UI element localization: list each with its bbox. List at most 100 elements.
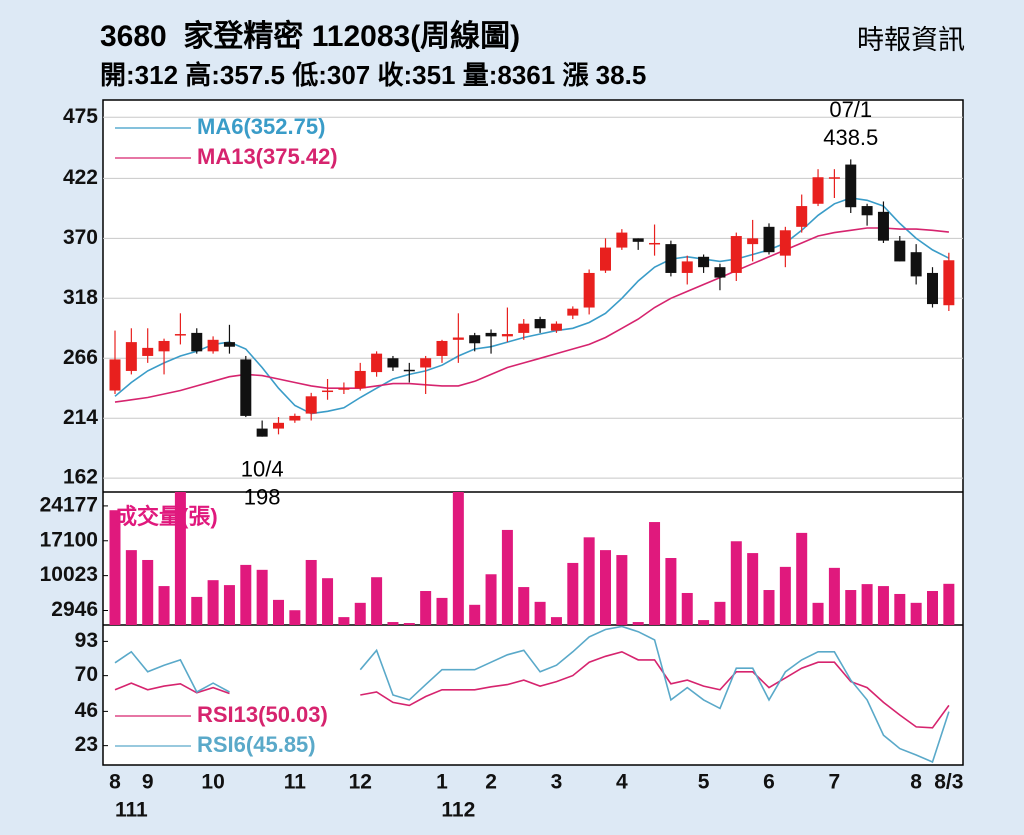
volume-bar: [600, 550, 611, 625]
annotation-value: 438.5: [823, 125, 878, 150]
candle-body: [518, 323, 530, 333]
volume-bar: [338, 617, 350, 625]
volume-bar: [273, 599, 284, 625]
candle-body: [927, 272, 938, 305]
y-tick-label: 93: [75, 629, 98, 652]
volume-bar: [403, 623, 415, 625]
x-tick-label: 8: [910, 771, 922, 794]
volume-bar: [763, 590, 775, 625]
volume-bar: [616, 555, 628, 625]
y-tick-label: 370: [63, 226, 98, 249]
x-tick-label: 7: [829, 771, 841, 794]
candle-body: [207, 339, 219, 352]
panel: [102, 99, 964, 766]
candle-body: [649, 242, 661, 245]
candle-body: [158, 340, 170, 352]
x-tick-label: 3: [551, 771, 563, 794]
title: 3680 家登精密 112083(周線圖): [100, 19, 520, 53]
legend-label: 成交量(張): [115, 504, 218, 529]
volume-bar: [550, 617, 562, 625]
x-tick-label: 1: [436, 771, 448, 794]
y-tick-label: 2946: [51, 598, 98, 621]
candle-body: [910, 252, 922, 277]
volume-bar: [583, 537, 595, 625]
candle-body: [747, 238, 759, 245]
volume-bar: [698, 620, 710, 625]
volume-bar: [387, 622, 399, 625]
y-tick-label: 475: [63, 105, 98, 128]
volume-bar: [109, 510, 121, 625]
volume-bar: [158, 586, 170, 625]
volume-bar: [730, 541, 742, 625]
annotation-date: 07/1: [829, 97, 872, 122]
candle-body: [109, 359, 121, 391]
x-tick-label: 11: [284, 771, 307, 794]
volume-bar: [191, 596, 203, 625]
volume-bar: [861, 584, 873, 625]
candle-body: [420, 358, 432, 368]
candle-body: [387, 358, 399, 368]
volume-bar: [567, 562, 579, 625]
annotation-value: 198: [244, 484, 281, 509]
candle-body: [371, 353, 383, 373]
volume-bar: [371, 577, 383, 625]
candle-body: [779, 230, 791, 256]
candle-body: [403, 369, 415, 372]
candle-body: [240, 359, 252, 416]
candle-body: [567, 308, 579, 316]
volume-bar: [207, 580, 219, 625]
source: 時報資訊: [857, 25, 965, 55]
volume-bar: [485, 574, 497, 625]
candle-body: [943, 260, 955, 306]
volume-bar: [518, 587, 530, 625]
volume-bar: [223, 585, 235, 625]
volume-bar: [910, 602, 922, 625]
candle-body: [714, 267, 726, 278]
candle-body: [501, 334, 513, 337]
candle-body: [583, 272, 595, 308]
y-tick-label: 266: [63, 346, 98, 369]
x-tick-label: 12: [349, 771, 372, 794]
volume-bar: [142, 559, 154, 625]
candle-body: [600, 247, 611, 271]
candle-body: [256, 428, 268, 437]
y-tick-label: 17100: [40, 528, 98, 551]
x-tick-label: 6: [763, 771, 775, 794]
x-tick-label: 10: [201, 771, 224, 794]
candle-body: [469, 335, 481, 344]
legend-label: MA13(375.42): [197, 144, 338, 169]
volume-bar: [240, 564, 252, 625]
candle-body: [763, 226, 775, 253]
y-tick-label: 24177: [40, 493, 98, 516]
candle-body: [681, 261, 693, 273]
x-tick-label: 8/3: [934, 771, 963, 794]
candle-body: [550, 323, 562, 331]
y-tick-label: 10023: [40, 563, 98, 586]
volume-bar: [845, 590, 857, 625]
candle-body: [191, 332, 203, 352]
legend-label: RSI6(45.85): [197, 732, 316, 757]
volume-bar: [927, 591, 938, 625]
volume-bar: [534, 601, 546, 625]
volume-bar: [779, 566, 791, 625]
candle-body: [665, 244, 677, 273]
volume-bar: [501, 529, 513, 625]
candle-body: [861, 206, 873, 216]
line: [114, 625, 950, 764]
candle-body: [273, 422, 284, 429]
line: [114, 227, 949, 403]
volume-bar: [354, 602, 366, 625]
volume-bar: [125, 550, 137, 625]
candle-body: [698, 256, 710, 268]
volume-bar: [174, 492, 186, 625]
candle-body: [845, 164, 857, 208]
candle-body: [322, 390, 334, 393]
x-tick-label: 4: [616, 771, 628, 794]
volume-bar: [665, 558, 677, 625]
volume-bar: [828, 567, 840, 625]
line: [114, 650, 950, 729]
y-tick-label: 70: [75, 663, 98, 686]
candle-body: [616, 232, 628, 248]
candle-body: [354, 370, 366, 389]
legend-label: MA6(352.75): [197, 114, 325, 139]
